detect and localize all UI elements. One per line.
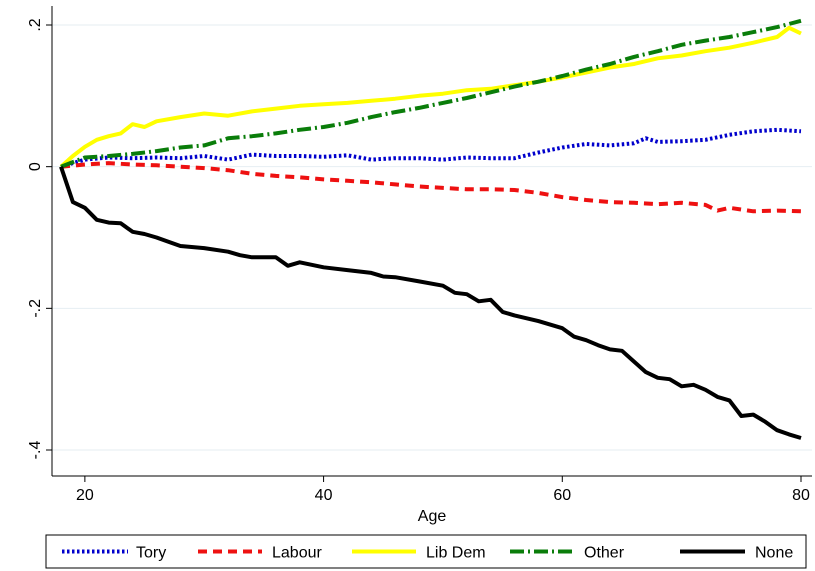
x-axis-title: Age <box>418 508 447 525</box>
axes: .2 0 -.2 -.4 20 40 60 80 <box>27 6 812 504</box>
x-tick-label: 40 <box>315 487 333 504</box>
legend-box <box>45 534 807 569</box>
y-tick-label: .2 <box>27 18 44 31</box>
legend-label-tory: Tory <box>136 545 166 562</box>
x-tick-label: 80 <box>792 487 810 504</box>
legend-label-other: Other <box>584 545 625 562</box>
series-line-labour <box>60 161 802 214</box>
legend-label-labour: Labour <box>272 545 322 562</box>
series-line-none <box>59 166 802 440</box>
x-tick-label: 60 <box>553 487 571 504</box>
series-line-other <box>60 18 802 169</box>
series-lines <box>59 18 802 440</box>
y-tick-label: 0 <box>27 162 44 171</box>
x-tick-label: 20 <box>76 487 94 504</box>
gridlines <box>52 24 812 451</box>
legend-label-lib-dem: Lib Dem <box>426 545 486 562</box>
series-line-lib-dem <box>59 25 802 169</box>
plot-area <box>52 6 812 476</box>
legend-label-none: None <box>755 545 793 562</box>
y-tick-label: -.2 <box>27 299 44 318</box>
y-tick-label: -.4 <box>27 441 44 460</box>
legend: Tory Labour Lib Dem Other None <box>45 534 807 569</box>
